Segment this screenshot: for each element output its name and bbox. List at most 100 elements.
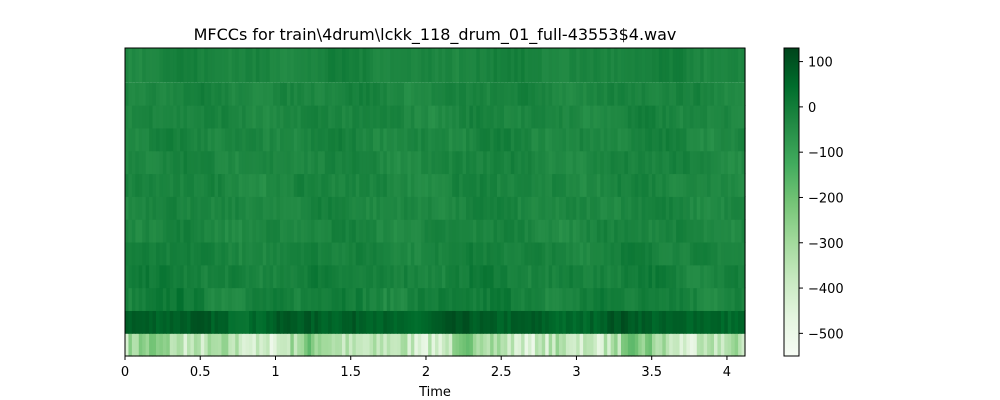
heatmap-cell — [235, 310, 240, 334]
heatmap-cell — [204, 287, 209, 311]
heatmap-cell — [479, 264, 484, 289]
heatmap-cell — [624, 264, 629, 289]
heatmap-cell — [352, 150, 357, 175]
heatmap-cell — [390, 105, 395, 129]
heatmap-cell — [366, 287, 371, 311]
heatmap-cell — [214, 264, 219, 289]
heatmap-cell — [311, 173, 316, 197]
heatmap-cell — [214, 241, 219, 266]
heatmap-cell — [428, 219, 433, 243]
heatmap-cell — [503, 241, 508, 266]
heatmap-cell — [421, 241, 426, 266]
heatmap-cell — [149, 196, 154, 220]
heatmap-cell — [259, 264, 264, 289]
heatmap-cell — [286, 241, 291, 266]
heatmap-cell — [142, 82, 147, 106]
heatmap-cell — [445, 173, 450, 197]
heatmap-cell — [441, 105, 446, 129]
heatmap-cell — [621, 173, 626, 197]
heatmap-cell — [235, 127, 240, 152]
heatmap-cell — [290, 48, 295, 83]
heatmap-cell — [290, 82, 295, 106]
heatmap-cell — [224, 219, 229, 243]
heatmap-cell — [469, 264, 474, 289]
heatmap-cell — [569, 264, 574, 289]
heatmap-cell — [600, 48, 605, 83]
heatmap-cell — [348, 105, 353, 129]
heatmap-cell — [324, 287, 329, 311]
heatmap-cell — [276, 127, 281, 152]
heatmap-cell — [727, 196, 732, 220]
heatmap-cell — [135, 48, 140, 83]
heatmap-cell — [559, 219, 564, 243]
heatmap-cell — [645, 333, 650, 357]
heatmap-cell — [242, 333, 247, 357]
heatmap-cell — [300, 173, 305, 197]
heatmap-cell — [497, 82, 502, 106]
heatmap-cell — [655, 333, 660, 357]
heatmap-cell — [631, 333, 636, 357]
heatmap-cell — [707, 48, 712, 83]
heatmap-cell — [514, 264, 519, 289]
heatmap-cell — [200, 82, 205, 106]
heatmap-cell — [128, 310, 133, 334]
heatmap-cell — [386, 105, 391, 129]
heatmap-cell — [552, 264, 557, 289]
heatmap-cell — [131, 105, 136, 129]
heatmap-cell — [414, 173, 419, 197]
heatmap-cell — [741, 287, 746, 311]
heatmap-cell — [297, 287, 302, 311]
heatmap-cell — [373, 105, 378, 129]
heatmap-cell — [242, 196, 247, 220]
heatmap-cell — [531, 264, 536, 289]
heatmap-cell — [555, 127, 560, 152]
heatmap-cell — [703, 127, 708, 152]
heatmap-cell — [652, 241, 657, 266]
heatmap-cell — [297, 48, 302, 83]
heatmap-cell — [710, 82, 715, 106]
heatmap-cell — [707, 310, 712, 334]
heatmap-cell — [352, 333, 357, 357]
heatmap-cell — [586, 127, 591, 152]
heatmap-cell — [658, 105, 663, 129]
heatmap-cell — [576, 287, 581, 311]
heatmap-cell — [355, 105, 360, 129]
heatmap-cell — [466, 196, 471, 220]
heatmap-cell — [624, 173, 629, 197]
heatmap-cell — [273, 333, 278, 357]
heatmap-cell — [293, 105, 298, 129]
heatmap-cell — [228, 173, 233, 197]
heatmap-cell — [676, 82, 681, 106]
heatmap-cell — [572, 219, 577, 243]
heatmap-cell — [686, 264, 691, 289]
heatmap-cell — [128, 82, 133, 106]
heatmap-cell — [276, 241, 281, 266]
heatmap-cell — [545, 127, 550, 152]
heatmap-cell — [414, 264, 419, 289]
heatmap-cell — [662, 219, 667, 243]
heatmap-cell — [249, 150, 254, 175]
heatmap-cell — [379, 173, 384, 197]
heatmap-cell — [583, 173, 588, 197]
heatmap-cell — [596, 196, 601, 220]
heatmap-cell — [224, 150, 229, 175]
heatmap-cell — [410, 105, 415, 129]
heatmap-cell — [152, 173, 157, 197]
heatmap-cell — [672, 150, 677, 175]
heatmap-cell — [552, 150, 557, 175]
heatmap-cell — [362, 173, 367, 197]
heatmap-cell — [269, 310, 274, 334]
heatmap-cell — [731, 82, 736, 106]
heatmap-cell — [720, 48, 725, 83]
heatmap-cell — [607, 196, 612, 220]
heatmap-cell — [452, 333, 457, 357]
heatmap-cell — [679, 287, 684, 311]
heatmap-cell — [314, 287, 319, 311]
heatmap-cell — [300, 127, 305, 152]
heatmap-cell — [593, 241, 598, 266]
heatmap-cell — [658, 264, 663, 289]
heatmap-cell — [197, 264, 202, 289]
heatmap-cell — [373, 219, 378, 243]
heatmap-cell — [662, 82, 667, 106]
heatmap-cell — [207, 196, 212, 220]
